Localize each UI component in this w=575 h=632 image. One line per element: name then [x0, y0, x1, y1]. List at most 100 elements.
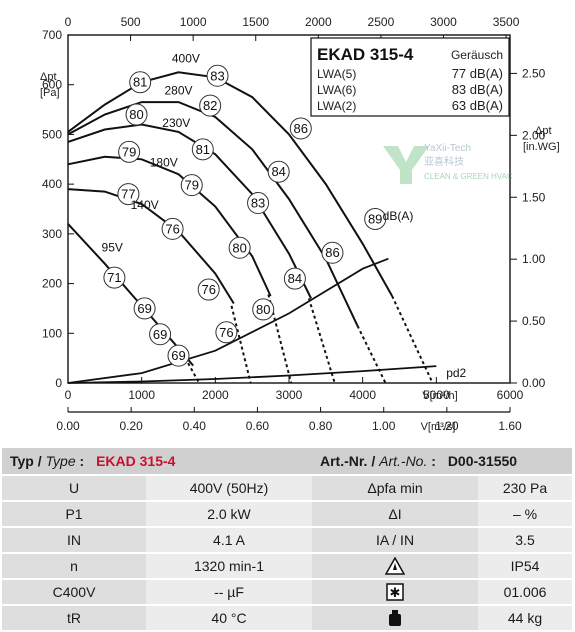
param-value: 1320 min-1	[146, 553, 312, 580]
noise-marker-circle	[117, 183, 140, 206]
weight-icon	[312, 605, 478, 632]
table-row: tR 40 °C 44 kg	[2, 605, 572, 632]
param-value: 230 Pa	[478, 475, 572, 502]
bottom-axis-tick-label: 2000	[202, 388, 229, 402]
lower-axis-tick-label: 0.60	[246, 419, 270, 433]
left-axis-tick-label: 700	[42, 28, 62, 42]
curve-extension-dashed	[187, 362, 200, 384]
noise-marker-circle	[267, 160, 290, 183]
bottom-axis-label: V[m³/h]	[422, 390, 457, 402]
left-axis-tick-label: 400	[42, 177, 62, 191]
left-axis-tick-label: 200	[42, 277, 62, 291]
noise-marker-value: 82	[203, 98, 217, 113]
curve-label: 400V	[172, 51, 200, 65]
logo-mark-icon	[383, 146, 429, 184]
noise-marker-value: 84	[288, 271, 302, 286]
top-axis-tick-label: 3500	[493, 15, 520, 29]
noise-marker-value: 76	[219, 325, 233, 340]
article-cell: Art.-Nr. / Art.-No. : D00-31550	[312, 448, 572, 476]
noise-marker-circle	[283, 267, 306, 290]
param-name: ΔI	[312, 501, 478, 528]
top-axis-tick-label: 500	[121, 15, 141, 29]
lower-axis-tick-label: 0.00	[56, 419, 80, 433]
top-axis-tick-label: 3000	[430, 15, 457, 29]
curve-label: pd2	[446, 366, 466, 380]
lower-axis-tick-label: 1.00	[372, 419, 396, 433]
right-axis-tick-label: 0.50	[522, 314, 546, 328]
right-axis-tick-label: 2.00	[522, 128, 546, 142]
noise-marker-circle	[321, 241, 344, 264]
noise-marker-circle	[252, 298, 275, 321]
chart-svg: 0 100 200 300 400 500 600 700 Δpt [Pa] 0.00 0.50 1.0…	[40, 15, 560, 433]
noise-marker-circle	[215, 321, 238, 344]
left-axis-tick-label: 500	[42, 127, 62, 141]
lower-axis-tick-label: 1.60	[498, 419, 522, 433]
left-axis-unit: [Pa]	[40, 87, 60, 99]
table-row: C400V -- µF ✱ 01.006	[2, 579, 572, 606]
bottom-axis-tick-label: 6000	[497, 388, 524, 402]
lower-axis-tick-label: 0.80	[309, 419, 333, 433]
noise-marker-value: 83	[210, 68, 224, 83]
top-axis-tick-label: 0	[65, 15, 72, 29]
noise-marker-value: 76	[165, 221, 179, 236]
right-axis-tick-label: 1.00	[522, 252, 546, 266]
noise-marker-value: 86	[325, 245, 339, 260]
bottom-axis-tick-label: 3000	[276, 388, 303, 402]
right-axis-unit: [in.WG]	[523, 141, 560, 153]
curve-label: 180V	[150, 156, 178, 170]
curve-label: 280V	[164, 84, 192, 98]
fan-curve-140v	[67, 188, 235, 305]
article-sep: :	[427, 453, 436, 469]
noise-marker-value: 89	[368, 211, 382, 226]
fan-curve-280v	[67, 101, 359, 327]
type-cell: Typ / Type : EKAD 315-4	[2, 448, 312, 476]
type-label-italic: Type	[45, 453, 76, 469]
top-axis-tick-label: 1500	[242, 15, 269, 29]
noise-legend-box: EKAD 315-4 Geräusch LWA(5) 77 dB(A) LWA(…	[310, 37, 510, 117]
noise-marker-circle	[206, 64, 229, 87]
param-value: 40 °C	[146, 605, 312, 632]
noise-row-label: LWA(2)	[317, 99, 356, 113]
bottom-axis-tick-label: 5000	[423, 388, 450, 402]
noise-marker-circle	[247, 192, 270, 215]
table-row: n 1320 min-1 IP54	[2, 553, 572, 580]
type-sep: :	[75, 453, 85, 469]
noise-marker-circle	[125, 103, 148, 126]
top-axis-tick-label: 1000	[180, 15, 207, 29]
lower-axis-label: V[m³/s]	[421, 421, 456, 433]
noise-row-value: 63 dB(A)	[452, 98, 503, 113]
spec-table: Typ / Type : EKAD 315-4 Art.-Nr. / Art.-…	[2, 448, 572, 632]
noise-marker-circle	[167, 344, 190, 367]
noise-marker-circle	[197, 278, 220, 301]
param-value: IP54	[478, 553, 572, 580]
noise-marker-value: 69	[153, 327, 167, 342]
curve-extension-dashed	[230, 305, 252, 384]
article-label: Art.-Nr. /	[320, 453, 380, 469]
param-value: 400V (50Hz)	[146, 475, 312, 502]
noise-marker-value: 83	[251, 196, 265, 211]
noise-marker-value: 86	[294, 121, 308, 136]
type-value: EKAD 315-4	[96, 453, 176, 469]
param-name: IA / IN	[312, 527, 478, 554]
right-axis-label: Δpt	[535, 125, 552, 137]
watermark-subtitle-cn: 亚喜科技	[424, 155, 464, 168]
article-value: D00-31550	[447, 453, 518, 469]
fan-curve-95v	[67, 223, 194, 367]
lower-axis-tick-label: 1.20	[435, 419, 459, 433]
noise-marker-circle	[180, 174, 203, 197]
noise-marker-circle	[161, 217, 184, 240]
noise-marker-value: 76	[201, 282, 215, 297]
star-box-icon: ✱	[312, 579, 478, 606]
noise-marker-value: 71	[107, 270, 121, 285]
noise-marker-circle	[199, 94, 222, 117]
chart-title: EKAD 315-4	[317, 45, 414, 64]
fan-performance-chart: 0 100 200 300 400 500 600 700 Δpt [Pa] 0.00 0.50 1.0…	[40, 15, 560, 433]
table-header-row: Typ / Type : EKAD 315-4 Art.-Nr. / Art.-…	[2, 448, 572, 476]
fan-curve-400v	[67, 71, 393, 297]
param-name: C400V	[2, 579, 146, 606]
table-row: P1 2.0 kW ΔI – %	[2, 501, 572, 528]
noise-marker-circle	[103, 266, 126, 289]
table-row: U 400V (50Hz) Δpfa min 230 Pa	[2, 475, 572, 502]
noise-marker-value: 80	[256, 302, 270, 317]
svg-text:✱: ✱	[390, 586, 401, 601]
